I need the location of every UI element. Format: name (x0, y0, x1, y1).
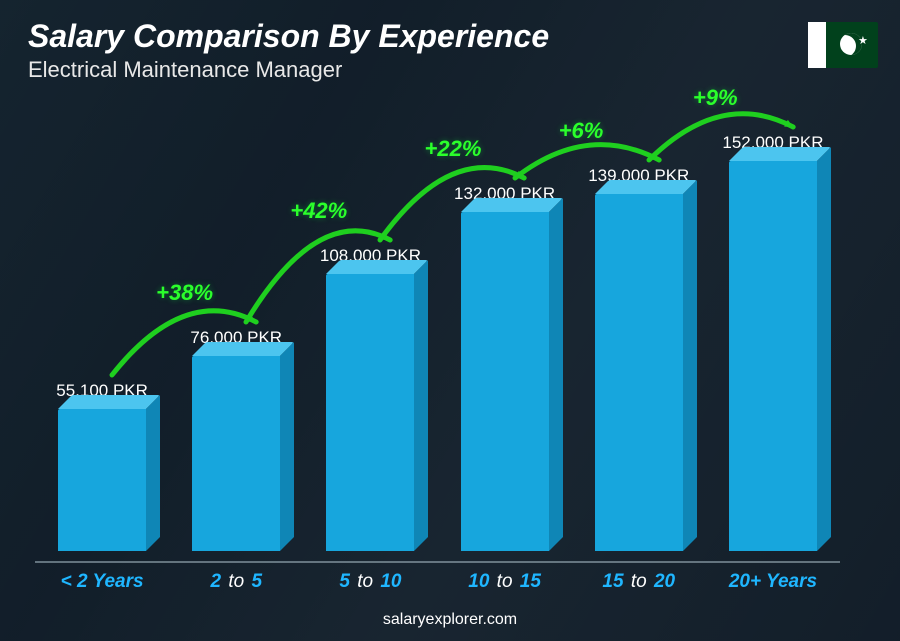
bar (326, 274, 414, 551)
bar-side (683, 180, 697, 551)
chart-subtitle: Electrical Maintenance Manager (28, 57, 872, 83)
bar-side (549, 198, 563, 551)
bar (729, 161, 817, 551)
bar (461, 212, 549, 551)
bar-top (595, 180, 697, 194)
bar-group: 55,100 PKR (35, 100, 169, 551)
bar-side (146, 395, 160, 551)
bar-front (326, 274, 414, 551)
bar-group: 132,000 PKR (438, 100, 572, 551)
bar (58, 409, 146, 551)
bar-side (817, 147, 831, 551)
chart-area: 55,100 PKR76,000 PKR108,000 PKR132,000 P… (35, 100, 840, 551)
x-axis-label: 5 to 10 (303, 571, 437, 593)
flag-field: ★ (826, 22, 878, 68)
bar-front (192, 356, 280, 551)
percent-label: +22% (425, 136, 482, 162)
percent-label: +6% (559, 118, 604, 144)
bar-group: 152,000 PKR (706, 100, 840, 551)
bar-front (461, 212, 549, 551)
bar-top (192, 342, 294, 356)
flag-stripe (808, 22, 826, 68)
x-axis-label: < 2 Years (35, 571, 169, 593)
country-flag: ★ (808, 22, 878, 68)
bar-top (461, 198, 563, 212)
bar-group: 108,000 PKR (303, 100, 437, 551)
bar (595, 194, 683, 551)
bar-front (729, 161, 817, 551)
percent-label: +38% (156, 280, 213, 306)
bar-top (326, 260, 428, 274)
footer-credit: salaryexplorer.com (0, 611, 900, 629)
chart-title: Salary Comparison By Experience (28, 18, 872, 55)
bar-group: 139,000 PKR (572, 100, 706, 551)
bar-side (280, 342, 294, 551)
bar-side (414, 260, 428, 551)
x-axis-label: 10 to 15 (438, 571, 572, 593)
header: Salary Comparison By Experience Electric… (28, 18, 872, 83)
x-axis-label: 15 to 20 (572, 571, 706, 593)
bar-group: 76,000 PKR (169, 100, 303, 551)
x-axis-label: 20+ Years (706, 571, 840, 593)
x-axis: < 2 Years2 to 55 to 1010 to 1515 to 2020… (35, 561, 840, 593)
x-axis-label: 2 to 5 (169, 571, 303, 593)
bar-top (729, 147, 831, 161)
bar (192, 356, 280, 551)
bar-front (595, 194, 683, 551)
star-icon: ★ (858, 34, 868, 47)
bar-front (58, 409, 146, 551)
percent-label: +9% (693, 85, 738, 111)
percent-label: +42% (290, 198, 347, 224)
bar-top (58, 395, 160, 409)
